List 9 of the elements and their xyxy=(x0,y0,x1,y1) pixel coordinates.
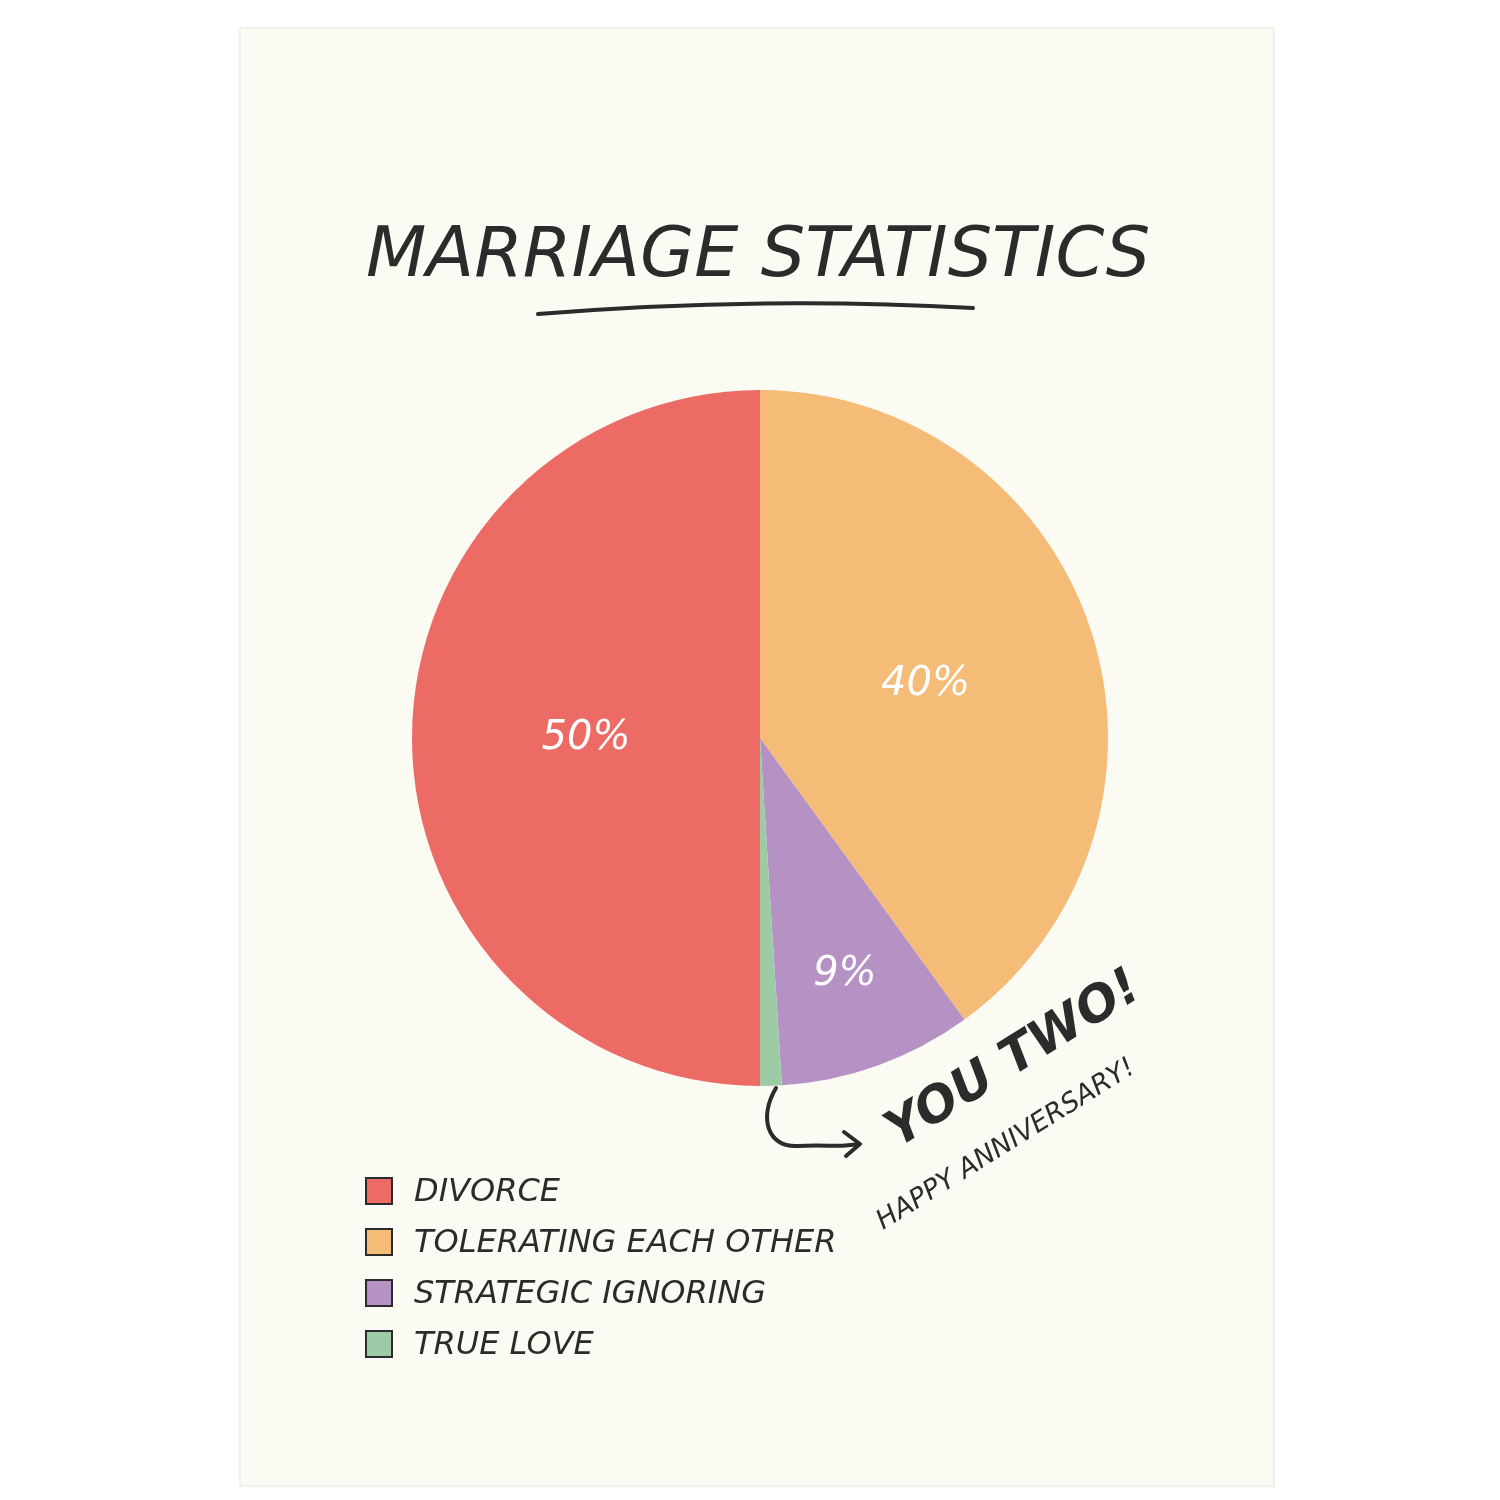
data-label: 50% xyxy=(541,712,631,758)
chart-title: MARRIAGE STATISTICS xyxy=(365,211,1151,293)
data-label: 40% xyxy=(881,658,970,705)
legend-label: STRATEGIC IGNORING xyxy=(414,1273,766,1311)
legend-label: DIVORCE xyxy=(414,1171,561,1209)
legend-label: TRUE LOVE xyxy=(414,1324,595,1362)
data-label: 9% xyxy=(813,947,877,994)
legend-label: TOLERATING EACH OTHER xyxy=(414,1222,837,1260)
pie-slice xyxy=(412,390,760,1086)
